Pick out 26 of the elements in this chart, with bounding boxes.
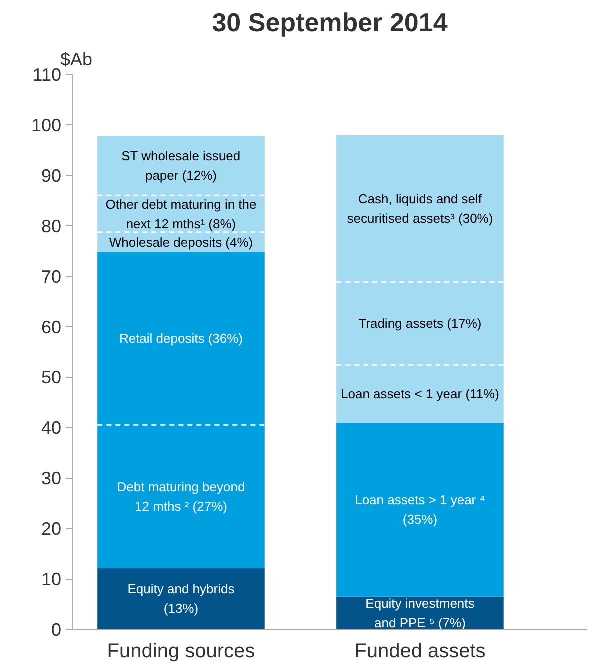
y-tick-label: 110 [32,65,62,85]
y-tick-label: 70 [41,266,62,287]
series-label: ST wholesale issued paper (12%) [122,148,241,184]
x-tick-label: Funded assets [354,640,486,662]
y-tick-label: 20 [41,519,62,540]
y-tick-label: 40 [41,418,62,438]
y-tick-label: 10 [41,570,62,590]
series-label: Cash, liquids and self securitised assets³ (30%) [347,192,494,226]
y-tick-label: 90 [41,166,62,186]
series-label: Trading assets (17%) [358,316,482,332]
chart-title: 30 September 2014 [212,8,448,38]
x-tick-label: Funding sources [107,640,256,662]
y-tick-label: 100 [31,115,62,136]
series-label: Loan assets < 1 year (11%) [341,386,500,402]
y-tick-label: 30 [41,468,62,489]
series-label: Retail deposits (36%) [119,331,244,346]
y-tick-label: 80 [41,216,62,236]
y-tick-label: 0 [51,620,62,640]
series-label: Equity and hybrids (13%) [128,582,236,616]
y-tick-label: 50 [41,368,62,388]
series-label: Debt maturing beyond 12 mths ² (27%) [117,480,246,514]
y-axis-title: $Ab [60,50,93,70]
series-label: Other debt maturing in the next 12 mths¹ (8%) [106,196,257,232]
y-tick-label: 60 [41,317,62,338]
series-label: Wholesale deposits (4%) [109,234,254,250]
series-label: Loan assets > 1 year ⁴ (35%) [355,492,486,528]
